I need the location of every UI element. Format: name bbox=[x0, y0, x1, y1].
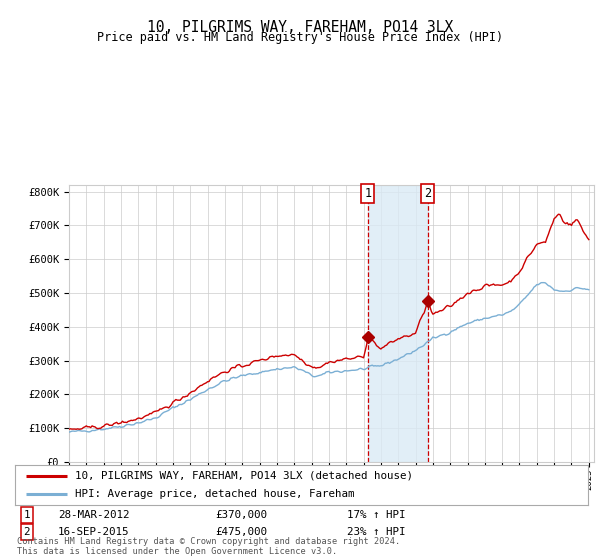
Text: 28-MAR-2012: 28-MAR-2012 bbox=[58, 510, 130, 520]
Text: £475,000: £475,000 bbox=[215, 526, 268, 536]
Text: 10, PILGRIMS WAY, FAREHAM, PO14 3LX: 10, PILGRIMS WAY, FAREHAM, PO14 3LX bbox=[147, 20, 453, 35]
Text: 2: 2 bbox=[424, 186, 431, 200]
Text: £370,000: £370,000 bbox=[215, 510, 268, 520]
Bar bbox=[368, 185, 428, 462]
Text: 1: 1 bbox=[23, 510, 30, 520]
Text: 17% ↑ HPI: 17% ↑ HPI bbox=[347, 510, 406, 520]
Text: 1: 1 bbox=[364, 186, 371, 200]
Text: Price paid vs. HM Land Registry's House Price Index (HPI): Price paid vs. HM Land Registry's House … bbox=[97, 31, 503, 44]
Text: 16-SEP-2015: 16-SEP-2015 bbox=[58, 526, 130, 536]
Text: 23% ↑ HPI: 23% ↑ HPI bbox=[347, 526, 406, 536]
Text: 10, PILGRIMS WAY, FAREHAM, PO14 3LX (detached house): 10, PILGRIMS WAY, FAREHAM, PO14 3LX (det… bbox=[75, 471, 413, 480]
Text: HPI: Average price, detached house, Fareham: HPI: Average price, detached house, Fare… bbox=[75, 489, 355, 499]
Text: Contains HM Land Registry data © Crown copyright and database right 2024.
This d: Contains HM Land Registry data © Crown c… bbox=[17, 536, 400, 556]
Text: 2: 2 bbox=[23, 526, 30, 536]
